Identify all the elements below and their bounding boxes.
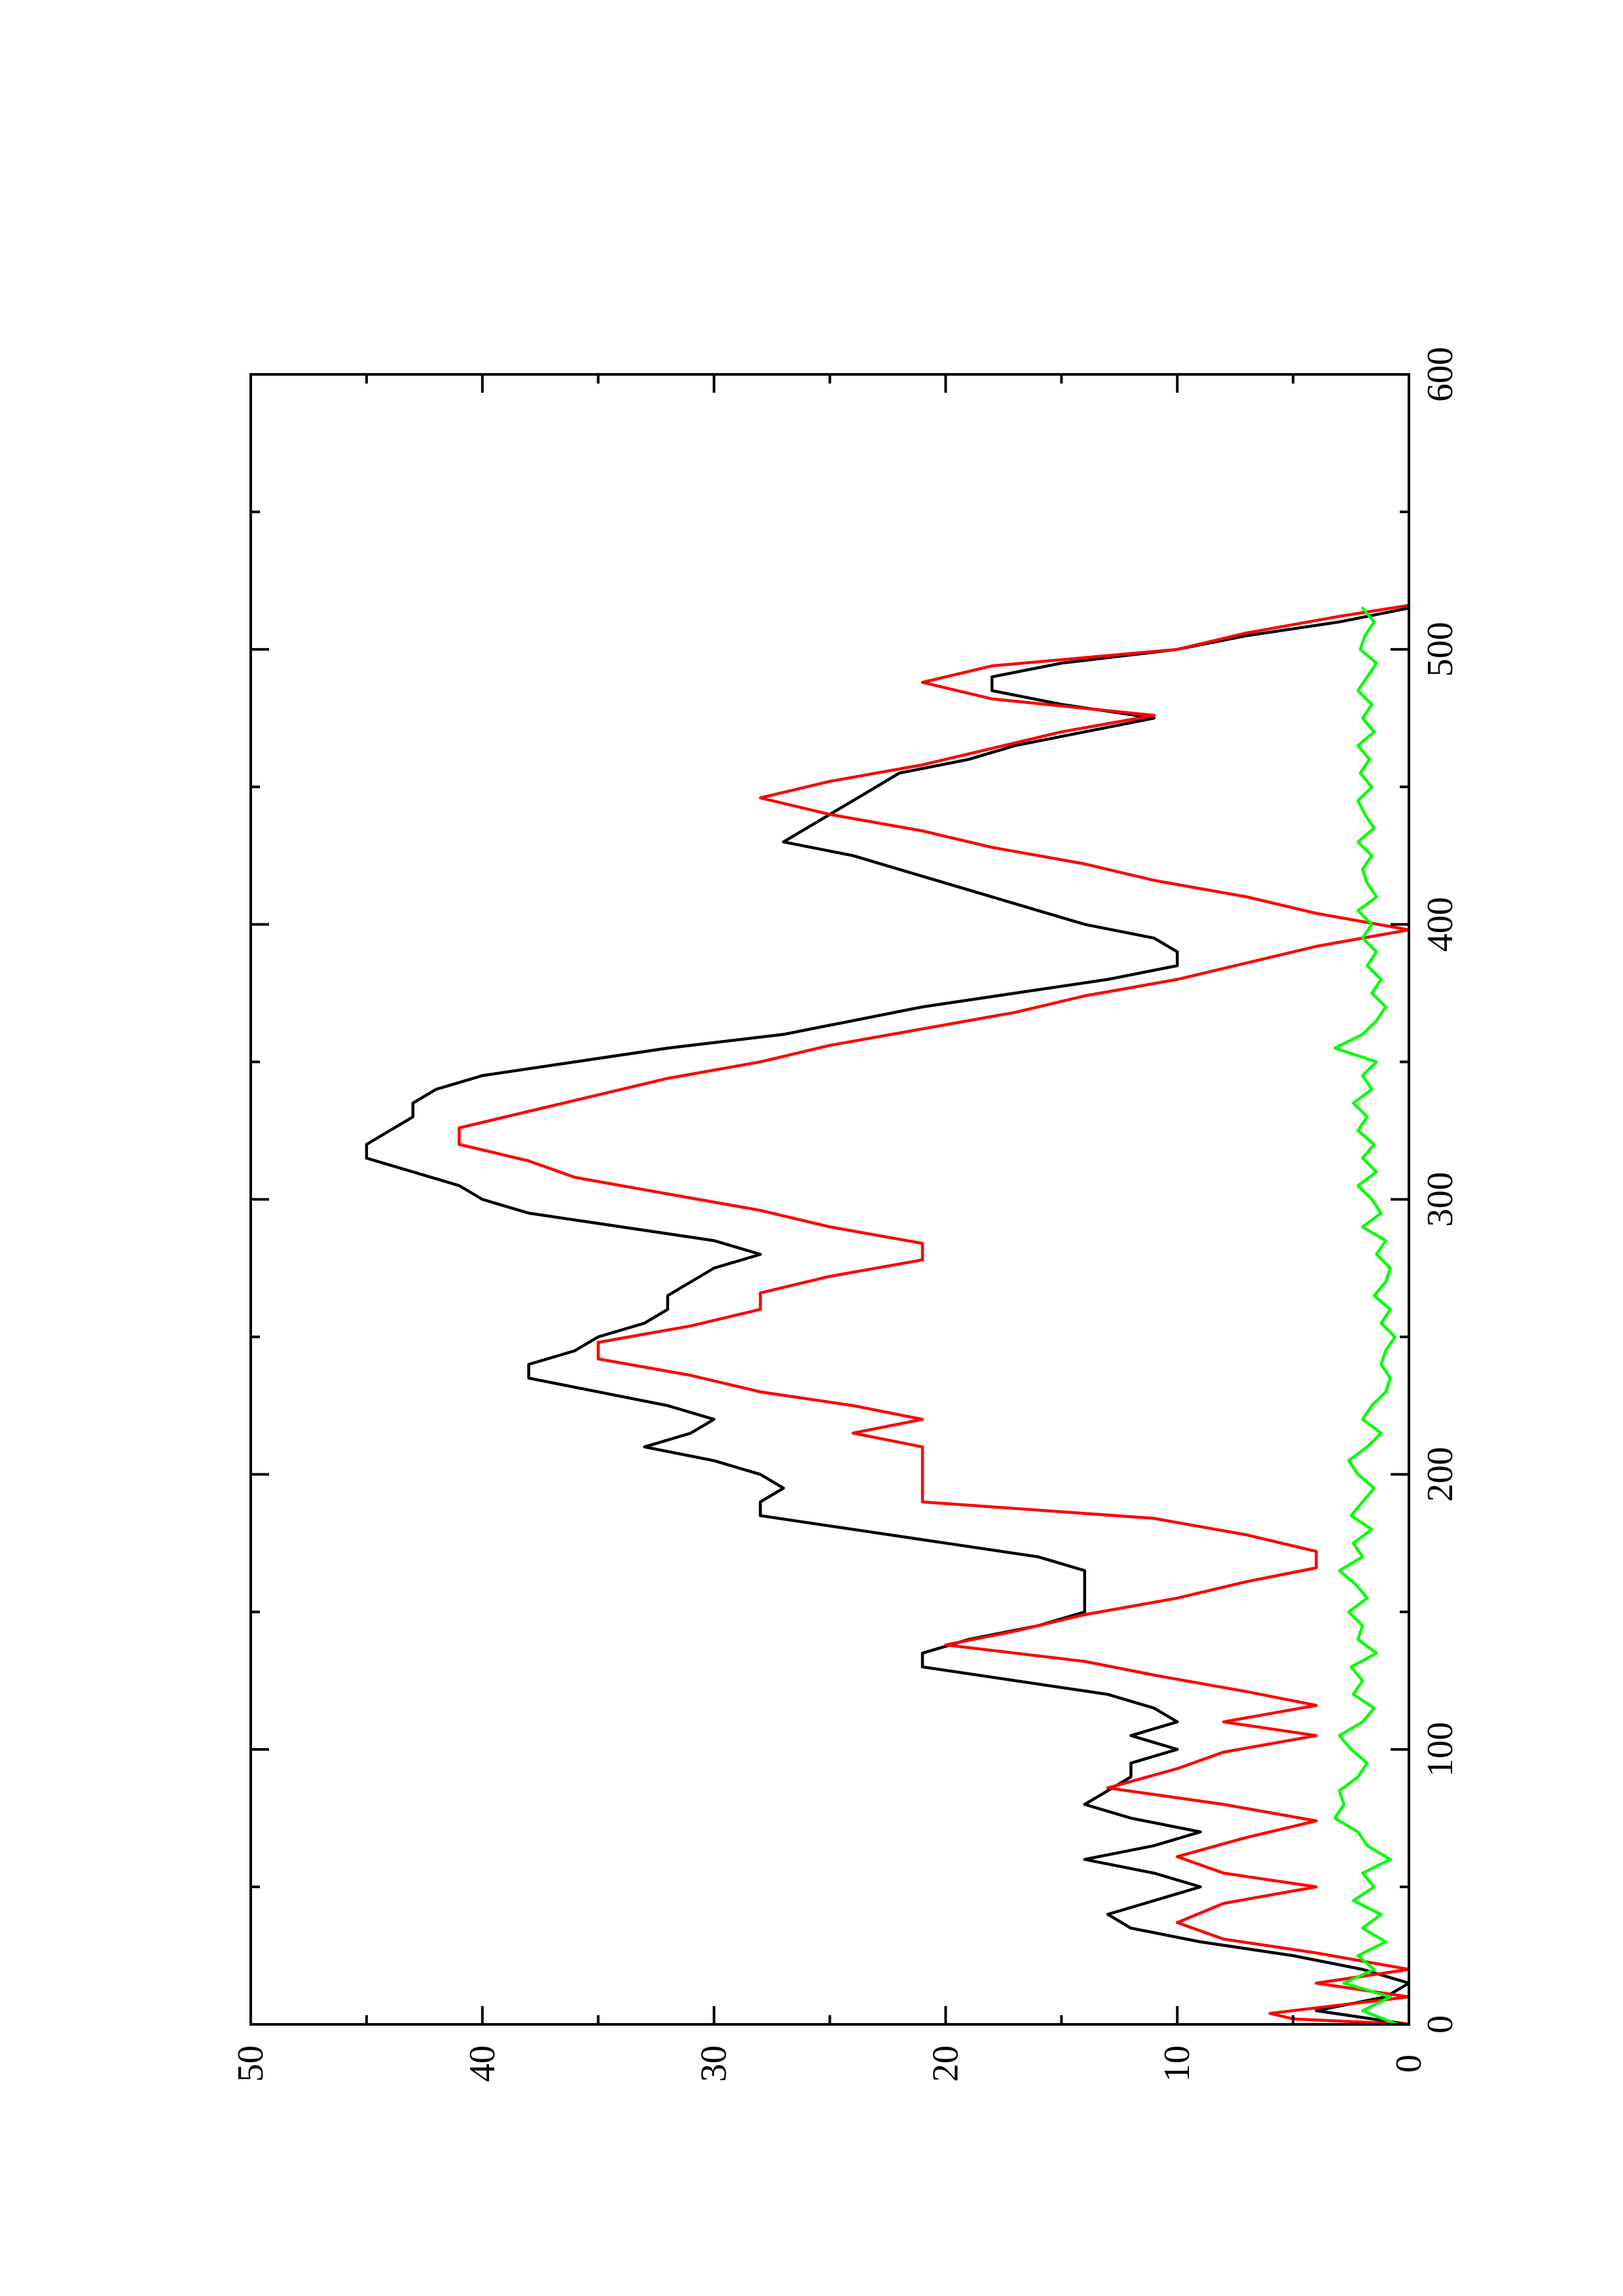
y-tick-label: 10 bbox=[1157, 2045, 1197, 2082]
y-tick-label: 40 bbox=[462, 2045, 503, 2082]
x-tick-label: 200 bbox=[1420, 1447, 1461, 1502]
plot-background bbox=[251, 374, 1409, 2024]
y-tick-label: 0 bbox=[1389, 2054, 1429, 2073]
x-tick-label: 0 bbox=[1420, 2015, 1461, 2034]
axes bbox=[249, 373, 1410, 2026]
series-group bbox=[365, 603, 1411, 2026]
x-tick-label: 600 bbox=[1420, 347, 1461, 402]
y-tick-label: 20 bbox=[925, 2045, 966, 2082]
series-line-2 bbox=[458, 603, 1411, 2026]
x-tick-label: 400 bbox=[1420, 897, 1461, 952]
x-tick-label: 500 bbox=[1420, 622, 1461, 677]
tick-labels: 0 100 200 300 400 500 600 0 10 20 30 40 50 bbox=[230, 347, 1461, 2082]
x-tick-label: 300 bbox=[1420, 1172, 1461, 1227]
y-tick-label: 50 bbox=[230, 2045, 271, 2082]
plot-area bbox=[251, 374, 1409, 2024]
x-tick-label: 100 bbox=[1420, 1722, 1461, 1777]
y-tick-label: 30 bbox=[694, 2045, 735, 2082]
series-line-3 bbox=[1333, 606, 1399, 2026]
